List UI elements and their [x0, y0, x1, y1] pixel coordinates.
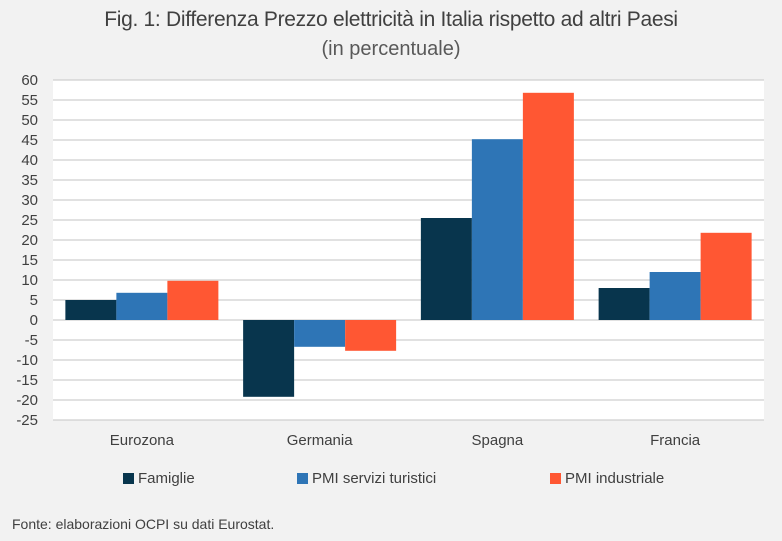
y-tick-label: -25	[16, 412, 38, 429]
chart-subtitle: (in percentuale)	[321, 38, 461, 60]
y-tick-label: 20	[21, 232, 38, 249]
bar-pmi-servizi-turistici-eurozona	[116, 292, 168, 320]
y-tick-label: 35	[21, 172, 38, 189]
legend-swatch	[550, 473, 561, 484]
legend-item: PMI industriale	[550, 470, 664, 487]
y-tick-label: -20	[16, 392, 38, 409]
y-tick-label: 25	[21, 212, 38, 229]
bar-famiglie-germania	[243, 320, 295, 397]
y-tick-label: 15	[21, 252, 38, 269]
y-tick-label: 50	[21, 112, 38, 129]
bar-famiglie-spagna	[420, 218, 472, 320]
bar-famiglie-eurozona	[65, 300, 117, 320]
x-category-label: Eurozona	[110, 432, 175, 449]
bar-pmi-industriale-eurozona	[167, 280, 219, 320]
x-axis-categories: Eurozona Germania Spagna Francia	[110, 432, 701, 449]
legend-item: Famiglie	[123, 470, 195, 487]
gridlines	[53, 79, 764, 421]
legend-label: Famiglie	[138, 470, 195, 487]
bar-pmi-industriale-francia	[700, 232, 752, 320]
chart-title: Fig. 1: Differenza Prezzo elettricità in…	[104, 8, 678, 31]
x-category-label: Francia	[650, 432, 701, 449]
source-note: Fonte: elaborazioni OCPI su dati Eurosta…	[12, 516, 275, 532]
y-tick-label: 5	[30, 292, 38, 309]
bar-pmi-industriale-germania	[345, 320, 397, 351]
y-tick-label: 60	[21, 72, 38, 89]
x-category-label: Spagna	[472, 432, 524, 449]
y-tick-label: 10	[21, 272, 38, 289]
y-tick-label: 45	[21, 132, 38, 149]
bar-pmi-industriale-spagna	[522, 92, 574, 320]
legend-swatch	[123, 473, 134, 484]
legend: Famiglie PMI servizi turistici PMI industr…	[0, 470, 782, 492]
legend-item: PMI servizi turistici	[297, 470, 436, 487]
legend-swatch	[297, 473, 308, 484]
bar-pmi-servizi-turistici-spagna	[471, 139, 523, 320]
bar-pmi-servizi-turistici-francia	[649, 272, 701, 320]
plot-area	[53, 80, 764, 420]
y-tick-label: 40	[21, 152, 38, 169]
bars	[65, 92, 752, 397]
y-tick-label: 30	[21, 192, 38, 209]
legend-label: PMI industriale	[565, 470, 665, 487]
y-tick-label: -10	[16, 352, 38, 369]
x-category-label: Germania	[287, 432, 354, 449]
y-tick-label: -5	[25, 332, 38, 349]
bar-pmi-servizi-turistici-germania	[294, 320, 346, 347]
y-tick-label: -15	[16, 372, 38, 389]
bar-famiglie-francia	[598, 288, 650, 320]
legend-label: PMI servizi turistici	[312, 470, 437, 487]
y-tick-label: 0	[30, 312, 38, 329]
y-tick-label: 55	[21, 92, 38, 109]
